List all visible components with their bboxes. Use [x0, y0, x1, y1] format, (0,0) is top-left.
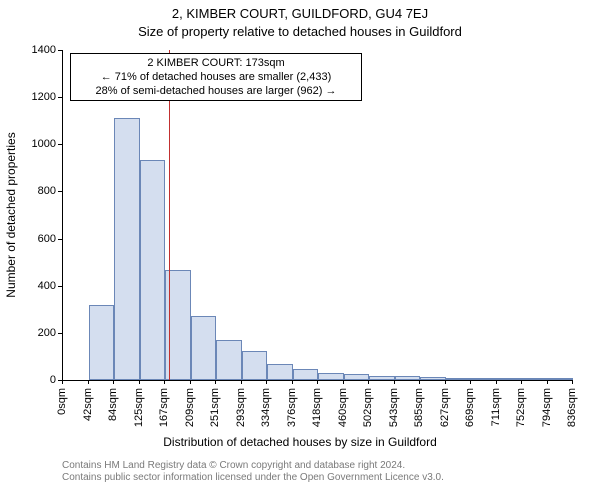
- histogram-bar: [318, 373, 344, 380]
- histogram-bar: [395, 376, 421, 380]
- histogram-bar: [548, 378, 574, 380]
- histogram-bar: [293, 369, 319, 380]
- y-tick-label: 1200: [6, 91, 56, 103]
- callout-headline: 2 KIMBER COURT: 173sqm: [77, 56, 355, 70]
- y-tick-label: 400: [6, 280, 56, 292]
- x-tick-mark: [496, 380, 497, 384]
- x-tick-label: 84sqm: [107, 388, 119, 421]
- x-tick-mark: [266, 380, 267, 384]
- footnote-line-2: Contains public sector information licen…: [62, 472, 444, 484]
- x-tick-label: 125sqm: [133, 388, 145, 427]
- x-tick-label: 752sqm: [515, 388, 527, 427]
- histogram-bar: [216, 340, 242, 380]
- histogram-bar: [242, 351, 268, 380]
- histogram-bar: [344, 374, 370, 380]
- x-tick-label: 711sqm: [490, 388, 502, 426]
- x-tick-label: 42sqm: [82, 388, 94, 421]
- histogram-bar: [140, 160, 166, 380]
- footnote: Contains HM Land Registry data © Crown c…: [62, 460, 444, 484]
- histogram-bar: [114, 118, 140, 380]
- x-tick-mark: [62, 380, 63, 384]
- x-tick-mark: [470, 380, 471, 384]
- chart-page: { "titles": { "line1": "2, KIMBER COURT,…: [0, 0, 600, 500]
- x-tick-label: 669sqm: [464, 388, 476, 427]
- x-tick-mark: [190, 380, 191, 384]
- x-tick-mark: [317, 380, 318, 384]
- x-tick-label: 502sqm: [362, 388, 374, 427]
- x-tick-mark: [88, 380, 89, 384]
- x-tick-mark: [368, 380, 369, 384]
- x-tick-label: 209sqm: [184, 388, 196, 427]
- histogram-bar: [191, 316, 217, 380]
- y-tick-label: 1400: [6, 44, 56, 56]
- x-tick-mark: [547, 380, 548, 384]
- y-axis-label: Number of detached properties: [4, 132, 18, 297]
- x-tick-mark: [572, 380, 573, 384]
- x-tick-label: 334sqm: [260, 388, 272, 427]
- chart-title-address: 2, KIMBER COURT, GUILDFORD, GU4 7EJ: [0, 6, 600, 21]
- x-axis-label: Distribution of detached houses by size …: [0, 435, 600, 449]
- x-tick-label: 376sqm: [286, 388, 298, 427]
- x-tick-label: 460sqm: [337, 388, 349, 427]
- x-tick-mark: [343, 380, 344, 384]
- y-tick-label: 600: [6, 233, 56, 245]
- histogram-bar: [497, 378, 523, 380]
- reference-callout: 2 KIMBER COURT: 173sqm ← 71% of detached…: [70, 53, 362, 101]
- x-tick-label: 167sqm: [158, 388, 170, 427]
- x-tick-mark: [164, 380, 165, 384]
- x-tick-mark: [139, 380, 140, 384]
- histogram-bar: [420, 377, 446, 380]
- x-tick-label: 543sqm: [388, 388, 400, 427]
- x-tick-label: 418sqm: [311, 388, 323, 427]
- x-tick-mark: [419, 380, 420, 384]
- x-tick-label: 0sqm: [56, 388, 68, 415]
- histogram-bar: [471, 378, 497, 380]
- x-tick-label: 627sqm: [439, 388, 451, 427]
- histogram-bar: [446, 378, 472, 380]
- x-tick-label: 293sqm: [235, 388, 247, 427]
- y-tick-label: 0: [6, 374, 56, 386]
- x-tick-mark: [215, 380, 216, 384]
- x-tick-mark: [521, 380, 522, 384]
- histogram-bar: [267, 364, 293, 380]
- callout-line-larger: 28% of semi-detached houses are larger (…: [77, 84, 355, 98]
- callout-line-smaller: ← 71% of detached houses are smaller (2,…: [77, 70, 355, 84]
- histogram-bar: [522, 378, 548, 380]
- x-tick-label: 836sqm: [566, 388, 578, 427]
- x-tick-label: 794sqm: [541, 388, 553, 427]
- x-tick-mark: [292, 380, 293, 384]
- x-tick-mark: [445, 380, 446, 384]
- chart-title-subtitle: Size of property relative to detached ho…: [0, 24, 600, 39]
- histogram-bar: [369, 376, 395, 380]
- y-tick-label: 800: [6, 185, 56, 197]
- x-tick-mark: [394, 380, 395, 384]
- y-tick-label: 1000: [6, 138, 56, 150]
- x-tick-mark: [113, 380, 114, 384]
- x-tick-mark: [241, 380, 242, 384]
- histogram-bar: [89, 305, 115, 380]
- footnote-line-1: Contains HM Land Registry data © Crown c…: [62, 460, 444, 472]
- y-tick-label: 200: [6, 327, 56, 339]
- x-tick-label: 585sqm: [413, 388, 425, 427]
- x-tick-label: 251sqm: [209, 388, 221, 427]
